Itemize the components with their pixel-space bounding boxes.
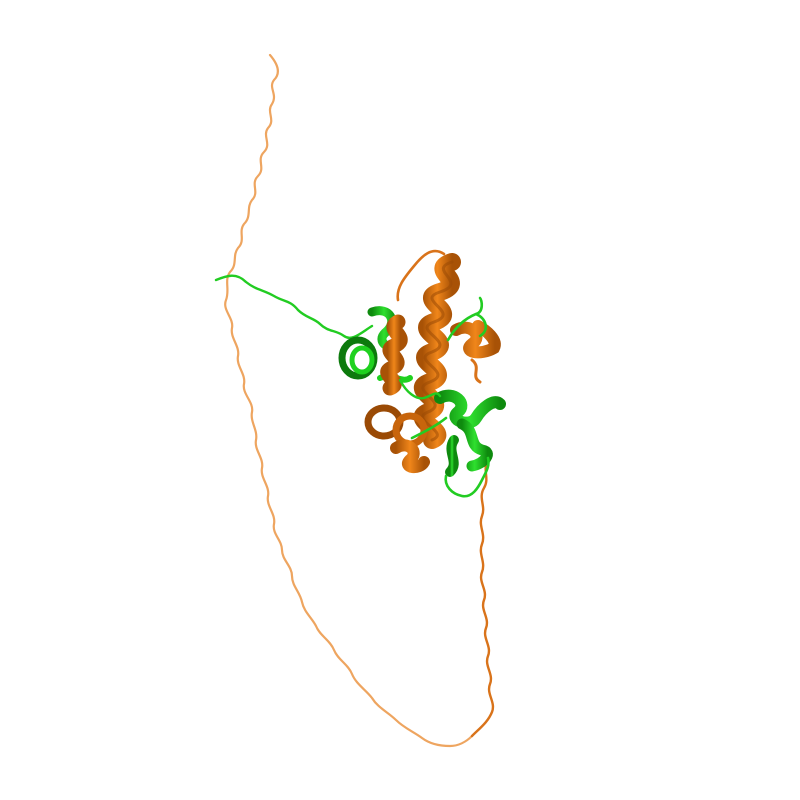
- chain-a-helix-lower-left: [364, 404, 430, 473]
- chain-a-helix-right: [450, 320, 501, 384]
- chain-a-coil-right: [470, 458, 495, 738]
- chain-b-inner-loop: [398, 378, 442, 400]
- chain-a-disordered-tail: [224, 53, 474, 748]
- chain-b-loop-upper-right: [446, 296, 488, 342]
- chain-a-central-helix: [413, 253, 461, 449]
- chain-a-helix-upper-left: [380, 314, 408, 396]
- chain-b-helix-lower-right: [434, 389, 506, 477]
- chain-b-linker-loop: [410, 416, 490, 498]
- chain-b-coil-left: [214, 274, 374, 340]
- chain-a-top-loop: [396, 249, 446, 302]
